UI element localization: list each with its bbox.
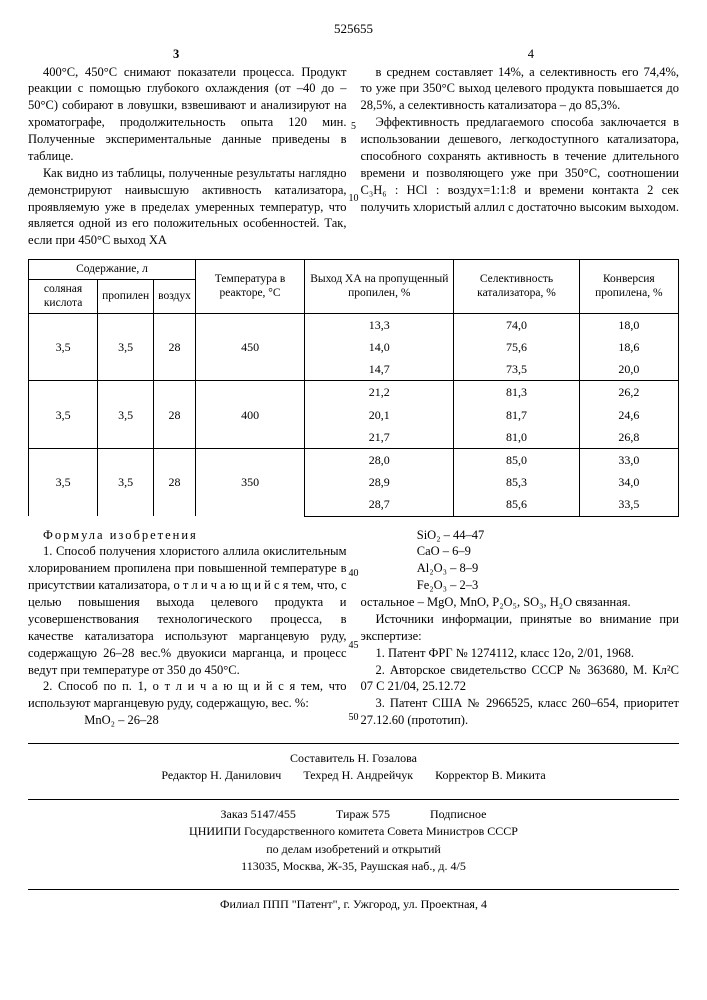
- table-cell: 33,5: [579, 493, 678, 516]
- table-cell: 28: [154, 448, 196, 516]
- table-row: 3,53,52835028,085,033,0: [29, 448, 679, 471]
- claim-2: 2. Способ по п. 1, о т л и ч а ю щ и й с…: [28, 678, 347, 712]
- body-p1: 400°С, 450°С снимают показатели процесса…: [28, 64, 347, 165]
- table-cell: 26,2: [579, 381, 678, 404]
- table-cell: 33,0: [579, 448, 678, 471]
- chem-3: Al₂O₃ – 8–9: [417, 560, 679, 577]
- footer-sep-3: [28, 889, 679, 890]
- claim-1: 1. Способ получения хлористого аллила ок…: [28, 543, 347, 678]
- table-cell: 21,7: [305, 426, 454, 449]
- footer-org2: по делам изобретений и открытий: [28, 841, 679, 858]
- line-mark-50: 50: [349, 711, 359, 725]
- table-cell: 18,0: [579, 313, 678, 336]
- line-mark-40: 40: [349, 567, 359, 581]
- body-p2: Как видно из таблицы, полученные результ…: [28, 165, 347, 249]
- table-cell: 81,0: [454, 426, 579, 449]
- table-cell: 18,6: [579, 336, 678, 358]
- table-cell: 85,0: [454, 448, 579, 471]
- source-3: 3. Патент США № 2966525, класс 260–654, …: [361, 695, 680, 729]
- body-p3: в среднем составляет 14%, а селективност…: [361, 64, 680, 115]
- table-cell: 400: [195, 381, 304, 449]
- th-sel: Селективность катализатора, %: [454, 260, 579, 314]
- table-cell: 3,5: [98, 313, 154, 381]
- footer-corr: Корректор В. Микита: [435, 767, 546, 784]
- table-cell: 26,8: [579, 426, 678, 449]
- th-prop: пропилен: [98, 280, 154, 313]
- table-cell: 28,0: [305, 448, 454, 471]
- body-p4: Эффективность предлагаемого способа закл…: [361, 114, 680, 215]
- table-cell: 20,0: [579, 358, 678, 381]
- footer-fil: Филиал ППП "Патент", г. Ужгород, ул. Про…: [28, 896, 679, 913]
- table-cell: 85,3: [454, 471, 579, 493]
- source-2: 2. Авторское свидетельство СССР № 363680…: [361, 662, 680, 696]
- footer: Составитель Н. Гозалова Редактор Н. Дани…: [28, 750, 679, 914]
- th-temp: Температура в реакторе, °С: [195, 260, 304, 314]
- th-hcl: соляная кислота: [29, 280, 98, 313]
- table-cell: 3,5: [98, 448, 154, 516]
- claims-title: Формула изобретения: [28, 527, 347, 544]
- table-cell: 3,5: [29, 313, 98, 381]
- footer-order: Заказ 5147/455: [221, 806, 296, 823]
- page-right: 4: [528, 46, 534, 63]
- body-columns: 400°С, 450°С снимают показатели процесса…: [28, 64, 679, 250]
- table-cell: 450: [195, 313, 304, 381]
- claims-columns: Формула изобретения 1. Способ получения …: [28, 527, 679, 730]
- th-yield: Выход ХА на пропущенный пропилен, %: [305, 260, 454, 314]
- chem-rest: остальное – MgO, MnO, P₂O₅, SO₃, H₂O свя…: [361, 594, 680, 611]
- table-cell: 85,6: [454, 493, 579, 516]
- chem-4: Fe₂O₃ – 2–3: [417, 577, 679, 594]
- table-cell: 3,5: [29, 381, 98, 449]
- table-cell: 24,6: [579, 404, 678, 426]
- table-cell: 13,3: [305, 313, 454, 336]
- footer-org1: ЦНИИПИ Государственного комитета Совета …: [28, 823, 679, 840]
- table-cell: 350: [195, 448, 304, 516]
- table-cell: 75,6: [454, 336, 579, 358]
- doc-number: 525655: [28, 20, 679, 38]
- table-row: 3,53,52840021,281,326,2: [29, 381, 679, 404]
- footer-tech: Техред Н. Андрейчук: [303, 767, 413, 784]
- line-mark-10: 10: [349, 192, 359, 206]
- table-cell: 74,0: [454, 313, 579, 336]
- th-air: воздух: [154, 280, 196, 313]
- table-cell: 3,5: [29, 448, 98, 516]
- table-cell: 14,0: [305, 336, 454, 358]
- source-1: 1. Патент ФРГ № 1274112, класс 12о, 2/01…: [361, 645, 680, 662]
- footer-comp: Составитель Н. Гозалова: [28, 750, 679, 767]
- table-cell: 21,2: [305, 381, 454, 404]
- sources-head: Источники информации, принятые во вниман…: [361, 611, 680, 645]
- th-conv: Конверсия пропилена, %: [579, 260, 678, 314]
- page-numbers: 3 4: [28, 46, 679, 60]
- th-content: Содержание, л: [29, 260, 196, 280]
- table-cell: 34,0: [579, 471, 678, 493]
- footer-sep-2: [28, 799, 679, 800]
- table-cell: 3,5: [98, 381, 154, 449]
- footer-ed: Редактор Н. Данилович: [161, 767, 281, 784]
- page-left: 3: [173, 46, 179, 63]
- table-cell: 81,7: [454, 404, 579, 426]
- footer-tir: Тираж 575: [336, 806, 390, 823]
- line-mark-5: 5: [351, 120, 356, 134]
- table-cell: 28,7: [305, 493, 454, 516]
- footer-sub: Подписное: [430, 806, 487, 823]
- chem-2: CaO – 6–9: [417, 543, 679, 560]
- footer-sep-1: [28, 743, 679, 744]
- chem-0: MnO₂ – 26–28: [84, 712, 346, 729]
- table-cell: 28,9: [305, 471, 454, 493]
- table-row: 3,53,52845013,374,018,0: [29, 313, 679, 336]
- table-cell: 14,7: [305, 358, 454, 381]
- table-cell: 81,3: [454, 381, 579, 404]
- chem-1: SiO₂ – 44–47: [417, 527, 679, 544]
- table-cell: 20,1: [305, 404, 454, 426]
- line-mark-45: 45: [349, 639, 359, 653]
- table-cell: 73,5: [454, 358, 579, 381]
- table-cell: 28: [154, 381, 196, 449]
- table-cell: 28: [154, 313, 196, 381]
- footer-addr: 113035, Москва, Ж-35, Раушская наб., д. …: [28, 858, 679, 875]
- data-table: Содержание, л Температура в реакторе, °С…: [28, 259, 679, 516]
